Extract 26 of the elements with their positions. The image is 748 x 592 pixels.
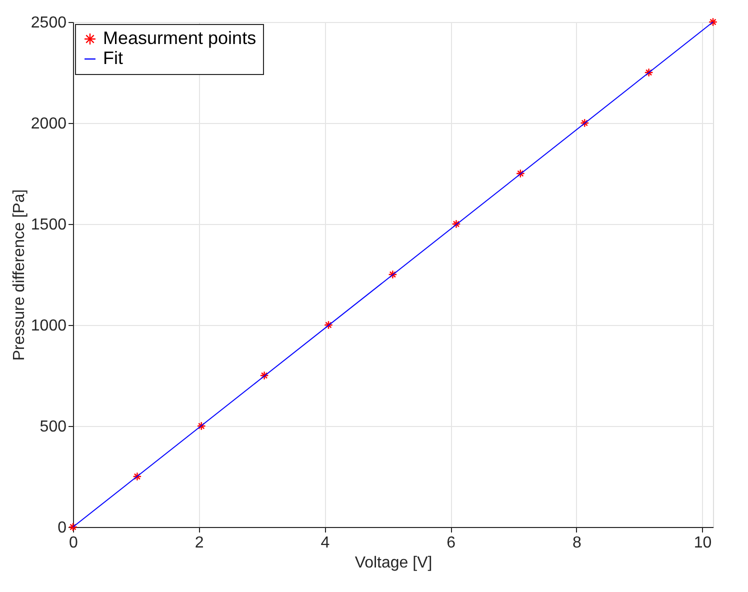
y-tick-label: 500	[40, 418, 67, 436]
y-tick-label: 2000	[30, 116, 67, 132]
point	[644, 68, 654, 77]
point	[388, 270, 398, 279]
x-tick-label: 6	[446, 534, 456, 552]
point	[708, 18, 718, 26]
x-axis-title: Voltage [V]	[354, 554, 432, 572]
y-tick-label: 1500	[30, 216, 67, 234]
point	[452, 220, 461, 228]
legend-label: Fit	[103, 48, 123, 68]
point	[260, 371, 269, 380]
y-tick-label: 0	[58, 520, 67, 536]
point	[516, 169, 525, 178]
y-tick-label: 1000	[30, 318, 67, 334]
x-tick-label: 0	[69, 534, 78, 552]
x-tick-label: 8	[572, 534, 582, 552]
x-tick-label: 2	[194, 534, 204, 552]
point	[132, 472, 142, 481]
point	[196, 422, 206, 430]
legend-label: Measurment points	[103, 28, 256, 48]
x-tick-label: 10	[694, 534, 712, 552]
point	[324, 320, 333, 330]
y-axis-title: Pressure difference [Pa]	[10, 189, 28, 361]
y-tick-label: 2500	[30, 14, 67, 32]
x-tick-label: 4	[320, 534, 330, 552]
point	[580, 118, 590, 128]
